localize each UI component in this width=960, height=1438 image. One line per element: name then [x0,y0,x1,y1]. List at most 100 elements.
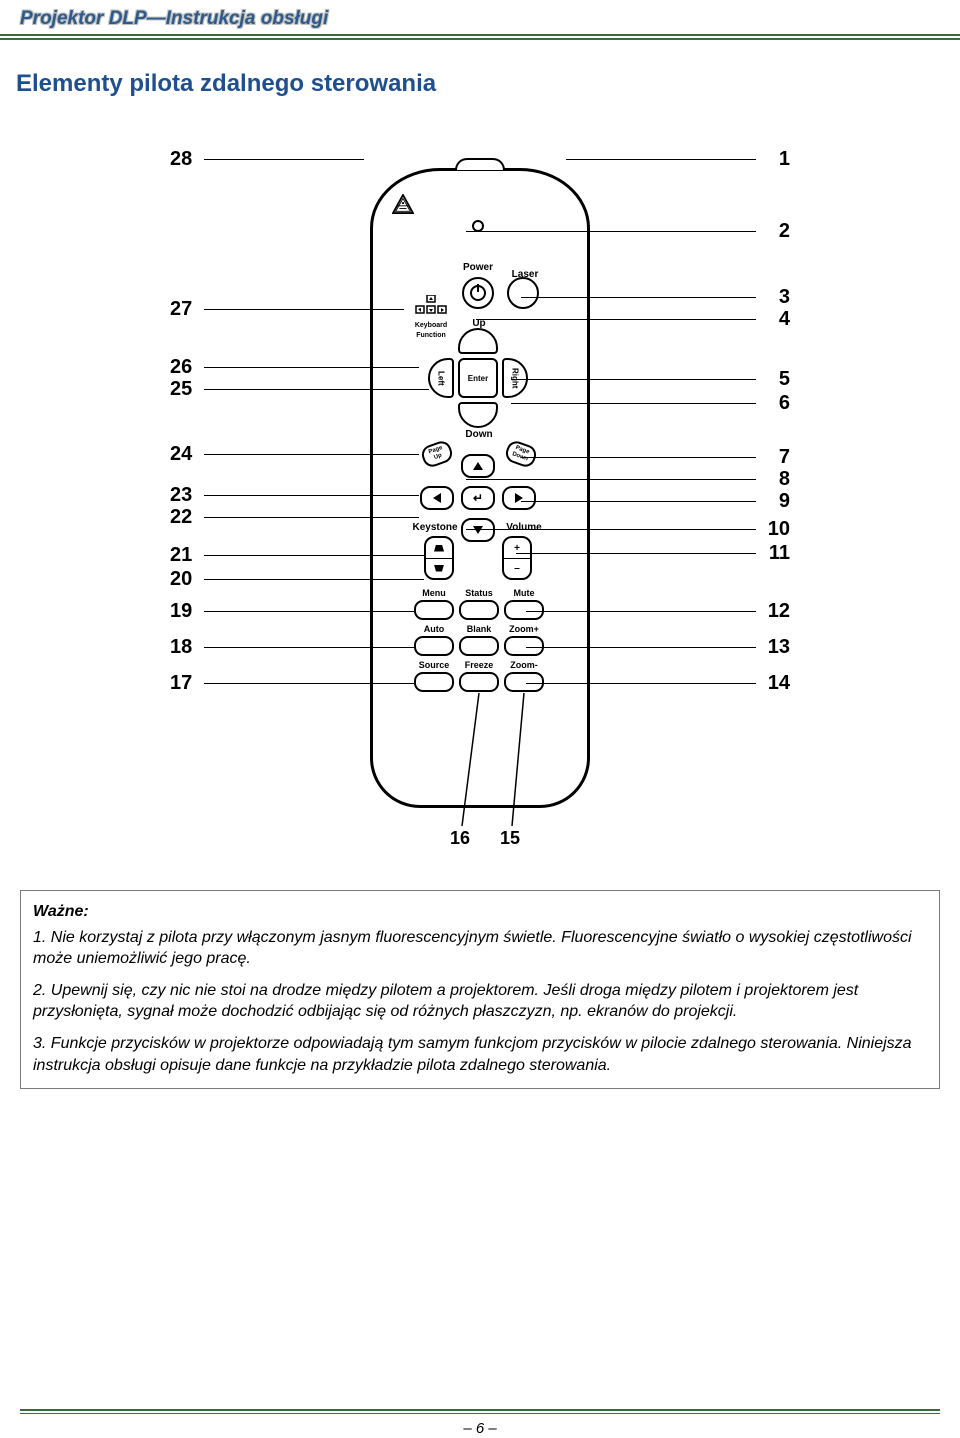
callout-number: 6 [762,392,790,415]
callout-line [521,297,756,298]
power-icon [467,281,489,303]
callout-line [204,159,364,160]
nav-left-label: Left [437,371,446,386]
callout-line [204,309,404,310]
callout-28: 28 [170,148,364,171]
keystone-up[interactable] [426,538,452,558]
callout-line [466,231,756,232]
nav-up-button[interactable] [458,328,498,354]
callout-4: 4 [476,308,790,331]
note-title: Ważne: [33,901,927,923]
callout-line [204,647,414,648]
note-p2: 2. Upewnij się, czy nic nie stoi na drod… [33,980,927,1023]
callout-13: 13 [526,636,790,659]
callout-line [511,379,756,380]
callout-27: 27 [170,298,404,321]
freeze-button[interactable] [459,672,499,692]
callout-line [516,553,756,554]
callout-line [204,495,419,496]
footer-rule-thin [20,1413,940,1414]
status-button[interactable] [459,600,499,620]
menu-button[interactable] [414,600,454,620]
source-button[interactable] [414,672,454,692]
nav-enter-button[interactable]: Enter [458,358,498,398]
callout-line [526,647,756,648]
cursor-left-button[interactable] [420,486,454,510]
callout-number: 8 [762,468,790,491]
callout-line [204,611,414,612]
callout-number: 25 [170,378,198,401]
callout-7: 7 [521,446,790,469]
callout-number: 10 [762,518,790,541]
triangle-left-icon [433,493,441,503]
callout-line [204,454,419,455]
callout-number: 1 [762,148,790,171]
nav-down-label: Down [463,429,495,440]
mute-label: Mute [504,588,544,598]
callout-21: 21 [170,544,424,567]
callout-16: 16 [450,828,470,849]
callout-12: 12 [526,600,790,623]
nav-down-button[interactable] [458,402,498,428]
callout-23: 23 [170,484,419,507]
callout-18: 18 [170,636,414,659]
keystone-button[interactable] [424,536,454,580]
callout-number: 19 [170,600,198,623]
callout-number: 3 [762,286,790,309]
callout-line [511,403,756,404]
callout-number: 4 [762,308,790,331]
callout-number: 2 [762,220,790,243]
callout-line [476,319,756,320]
callout-24: 24 [170,443,419,466]
callout-number: 17 [170,672,198,695]
callout-line [526,611,756,612]
callout-10: 10 [466,518,790,541]
callout-line [466,479,756,480]
zoom-plus-label: Zoom+ [504,624,544,634]
remote-diagram: Power Laser Keyboard Function Up [170,128,790,868]
callout-number: 20 [170,568,198,591]
callout-line [204,555,424,556]
callout-14: 14 [526,672,790,695]
callout-line [204,367,419,368]
trapezoid-inv-icon [434,565,444,572]
freeze-label: Freeze [459,660,499,670]
page-footer: – 6 – [0,1409,960,1438]
section-title: Elementy pilota zdalnego sterowania [0,40,960,108]
callout-1: 1 [566,148,790,171]
header-title: Projektor DLP—Instrukcja obsługi [20,8,940,30]
callout-line [526,683,756,684]
callout-3: 3 [521,286,790,309]
page-header: Projektor DLP—Instrukcja obsługi [0,0,960,36]
nav-left-button[interactable]: Left [428,358,454,398]
callout-17: 17 [170,672,414,695]
auto-button[interactable] [414,636,454,656]
callout-line [521,457,756,458]
callout-20: 20 [170,568,424,591]
nav-enter-label: Enter [468,374,488,383]
zoom-minus-label: Zoom- [504,660,544,670]
keystone-down[interactable] [426,558,452,578]
callout-number: 14 [762,672,790,695]
callout-number: 12 [762,600,790,623]
remote-diagram-wrap: Power Laser Keyboard Function Up [0,108,960,878]
callout-5: 5 [511,368,790,391]
callout-19: 19 [170,600,414,623]
enter-arrow-icon: ↵ [473,491,483,505]
important-note-box: Ważne: 1. Nie korzystaj z pilota przy wł… [20,890,940,1089]
callout-line [204,579,424,580]
callout-number: 23 [170,484,198,507]
blank-label: Blank [459,624,499,634]
callout-6: 6 [511,392,790,415]
callout-number: 27 [170,298,198,321]
callout-line [204,517,419,518]
auto-label: Auto [414,624,454,634]
footer-rule [20,1409,940,1411]
callout-9: 9 [521,490,790,513]
callout-number: 7 [762,446,790,469]
blank-button[interactable] [459,636,499,656]
power-label: Power [460,262,496,273]
note-p1: 1. Nie korzystaj z pilota przy włączonym… [33,927,927,970]
callout-number: 26 [170,356,198,379]
callout-line [466,529,756,530]
